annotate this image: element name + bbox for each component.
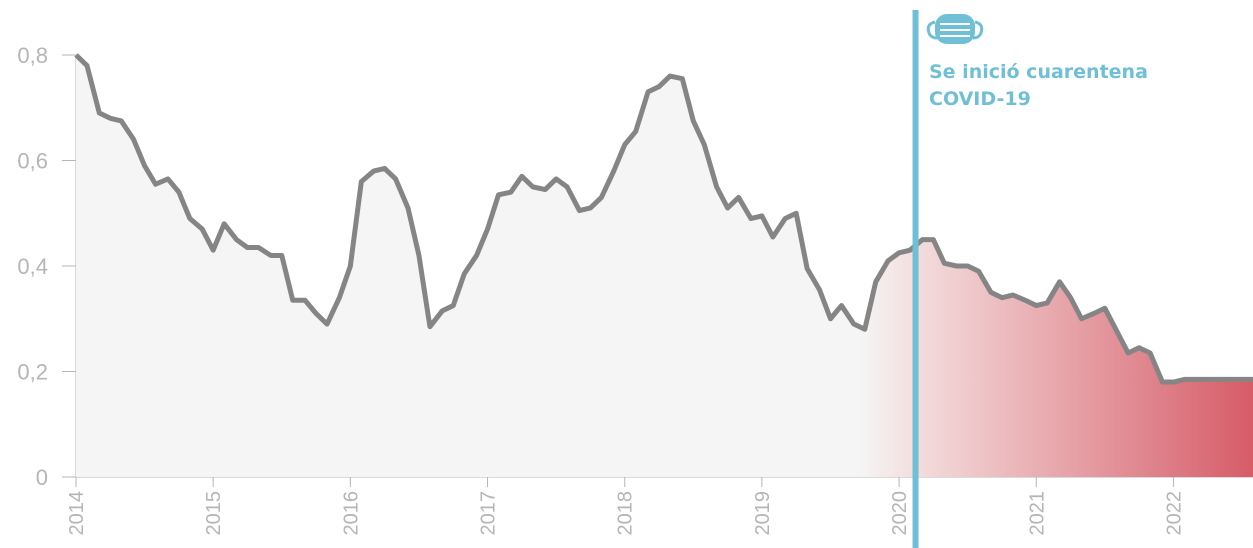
x-tick-label: 2014 (66, 491, 88, 536)
y-tick-label: 0,2 (17, 360, 48, 385)
y-tick-label: 0,6 (17, 149, 48, 174)
area-fill-post (915, 239, 1253, 477)
x-tick-label: 2017 (478, 491, 500, 536)
x-tick-label: 2021 (1026, 491, 1048, 536)
y-axis: 0 0,2 0,4 0,6 0,8 (17, 43, 77, 490)
x-axis: 2014 2015 2016 2017 2018 2019 2020 2021 2022 (62, 476, 1253, 536)
event-label-line-2: COVID-19 (929, 88, 1031, 110)
x-tick-label: 2015 (203, 491, 225, 536)
event-label-line-1: Se inició cuarentena (929, 61, 1148, 83)
series-line (74, 53, 1253, 385)
y-tick-label: 0,4 (17, 254, 48, 279)
y-tick-label: 0 (36, 465, 48, 490)
face-mask-icon (926, 14, 984, 44)
x-tick-label: 2022 (1163, 491, 1185, 536)
x-tick-label: 2016 (340, 491, 362, 536)
x-tick-label: 2018 (615, 491, 637, 536)
y-tick-label: 0,8 (17, 43, 48, 68)
x-tick-label: 2019 (752, 491, 774, 536)
x-tick-label: 2020 (889, 491, 911, 536)
area-fill-pre (76, 55, 916, 477)
